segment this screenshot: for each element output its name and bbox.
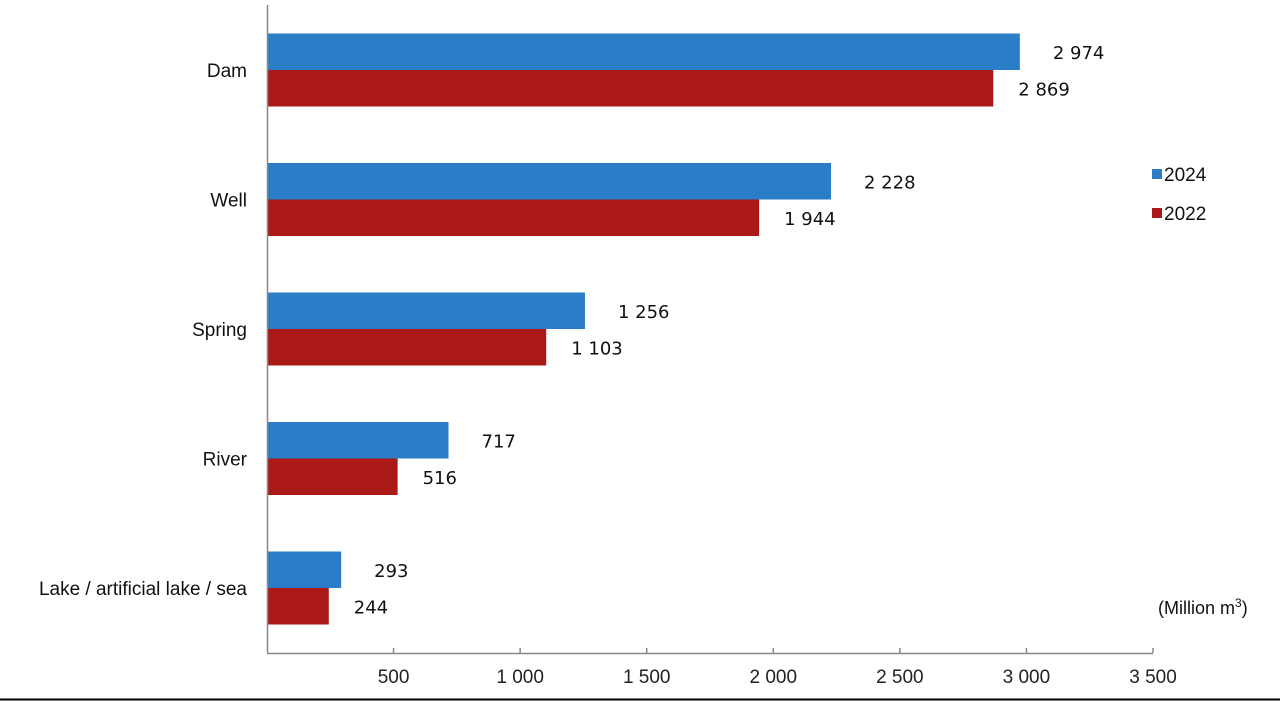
- x-tick-label: 1 000: [496, 667, 544, 688]
- data-label: 2 869: [1018, 79, 1070, 100]
- bar-2022: [267, 70, 994, 107]
- x-tick-label: 2 500: [876, 667, 924, 688]
- data-label: 2 974: [1053, 43, 1105, 64]
- category-label: River: [203, 450, 248, 471]
- legend-label: 2022: [1164, 204, 1206, 225]
- data-label: 717: [482, 431, 516, 452]
- x-tick-label: 500: [378, 667, 410, 688]
- legend: 2024 2022: [1152, 165, 1207, 225]
- data-label: 244: [354, 597, 388, 618]
- bar-2022: [267, 458, 398, 495]
- legend-swatch-2024: [1152, 169, 1162, 179]
- x-tick-label: 3 500: [1129, 667, 1177, 688]
- legend-label: 2024: [1164, 165, 1207, 186]
- bar-2024: [267, 163, 832, 200]
- bar-2024: [267, 422, 449, 459]
- data-label: 516: [423, 468, 457, 489]
- bar-2024: [267, 292, 585, 329]
- bar-2022: [267, 588, 329, 625]
- category-label: Well: [210, 191, 247, 212]
- data-label: 2 228: [864, 172, 916, 193]
- bar-2024: [267, 551, 342, 588]
- data-label: 1 256: [618, 302, 670, 323]
- data-label: 1 944: [784, 209, 836, 230]
- x-tick-label: 1 500: [623, 667, 671, 688]
- legend-swatch-2022: [1152, 208, 1162, 218]
- data-label: 1 103: [571, 338, 623, 359]
- bar-2022: [267, 199, 760, 236]
- unit-label: (Million m3): [1158, 596, 1248, 618]
- x-tick-label: 2 000: [750, 667, 798, 688]
- bar-2024: [267, 33, 1020, 70]
- data-label: 293: [374, 561, 408, 582]
- bar-2022: [267, 329, 547, 366]
- x-tick-label: 3 000: [1003, 667, 1051, 688]
- category-label: Dam: [207, 61, 247, 82]
- category-label: Spring: [192, 320, 247, 341]
- category-label: Lake / artificial lake / sea: [39, 579, 247, 600]
